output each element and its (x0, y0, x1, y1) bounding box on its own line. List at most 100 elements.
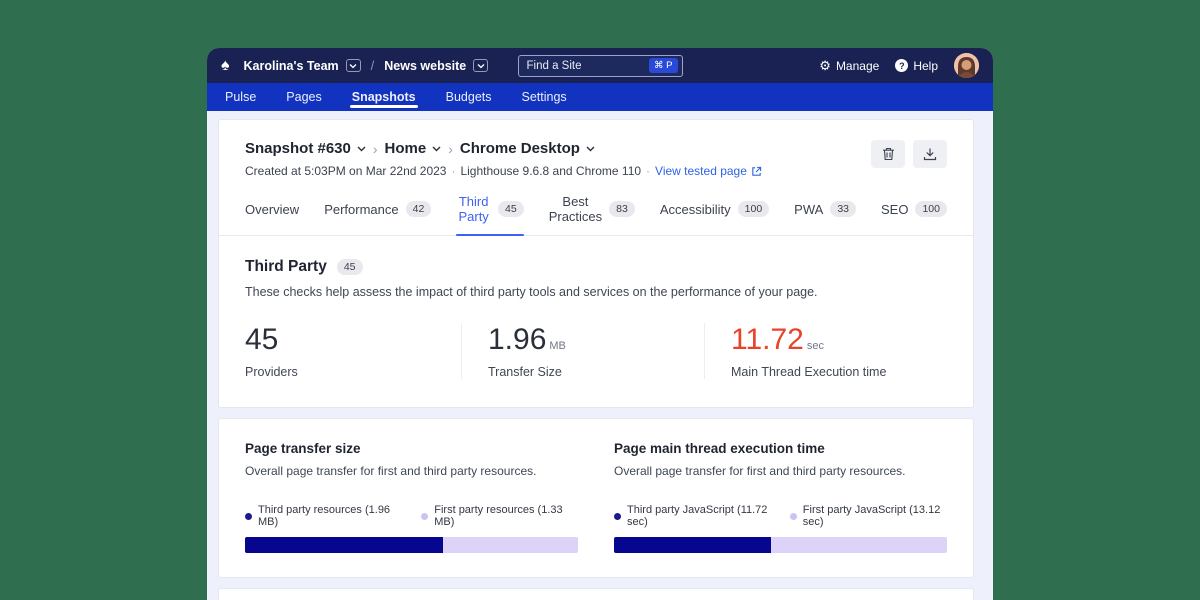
chevron-down-icon (432, 146, 441, 151)
created-text: Created at 5:03PM on Mar 22nd 2023 (245, 164, 447, 178)
team-selector[interactable]: Karolina's Team (244, 59, 361, 73)
legend-label: First party JavaScript (13.12 sec) (802, 504, 941, 528)
chevron-right-icon: › (372, 140, 378, 157)
device-name: Chrome Desktop (459, 140, 580, 157)
legend-dot-third-party (245, 512, 252, 520)
nav-item-budgets[interactable]: Budgets (444, 83, 494, 111)
panel-title: Page main thread execution time (614, 441, 825, 456)
panel-title: Page transfer size (245, 441, 361, 456)
delete-snapshot-button[interactable] (871, 140, 905, 168)
team-name: Karolina's Team (243, 58, 339, 73)
snapshot-actions (871, 140, 947, 168)
legend-dot-first-party (789, 512, 797, 520)
tab-seo[interactable]: SEO 100 (881, 194, 947, 235)
chevron-down-icon (473, 59, 489, 72)
nav-item-pages[interactable]: Pages (284, 83, 323, 111)
manage-button[interactable]: ⚙ Manage (819, 59, 879, 73)
section-title-row: Third Party 45 (245, 258, 947, 276)
site-name: News website (384, 58, 467, 73)
legend-item: Third party JavaScript (11.72 sec) (614, 504, 774, 528)
tab-accessibility[interactable]: Accessibility 100 (659, 194, 770, 235)
tab-pwa[interactable]: PWA 33 (794, 194, 856, 235)
stat-number: 1.96 (488, 323, 547, 356)
stat-value-row: 45 (245, 323, 461, 357)
legend-item: First party resources (1.33 MB) (421, 504, 578, 528)
tab-third-party[interactable]: Third Party 45 (456, 194, 525, 236)
snapshot-card: Snapshot #630 › Home › Chrome Desktop (218, 119, 974, 408)
section-title: Third Party (245, 258, 327, 275)
tab-label: Best Practices (548, 194, 603, 224)
calibre-spade-logo-icon: ♠ (221, 56, 230, 74)
stat-number: 11.72 (731, 323, 804, 356)
stat-unit: sec (806, 340, 824, 352)
tab-label: SEO (881, 201, 909, 217)
top-bar-left: ♠ Karolina's Team / News website (221, 56, 518, 74)
third-party-section: Third Party 45 These checks help assess … (219, 236, 973, 407)
tab-overview[interactable]: Overview (245, 194, 299, 235)
environment-text: Lighthouse 9.6.8 and Chrome 110 (460, 164, 642, 178)
panel-main-thread: Page main thread execution time Overall … (614, 441, 947, 553)
tab-label: Overview (245, 201, 300, 217)
stat-main-thread-time: 11.72 sec Main Thread Execution time (704, 323, 947, 379)
view-tested-page-link[interactable]: View tested page (655, 164, 762, 178)
download-icon (923, 148, 937, 161)
legend: Third party JavaScript (11.72 sec) First… (614, 504, 947, 528)
category-card: Third party transfer size per category A… (218, 588, 974, 600)
stat-label: Providers (245, 365, 298, 379)
first-party-segment (443, 537, 578, 553)
section-score-badge: 45 (336, 258, 363, 276)
chevron-down-icon (357, 146, 366, 151)
tab-label: Third Party (458, 194, 489, 224)
page-name: Home (384, 140, 427, 157)
legend-item: First party JavaScript (13.12 sec) (789, 504, 947, 528)
help-button[interactable]: ? Help (895, 59, 938, 73)
legend-label: Third party JavaScript (11.72 sec) (627, 504, 768, 528)
download-snapshot-button[interactable] (913, 140, 947, 168)
nav-item-pulse[interactable]: Pulse (223, 83, 258, 111)
app-window: ♠ Karolina's Team / News website Find a … (207, 48, 993, 600)
site-selector[interactable]: News website (384, 58, 489, 73)
search-shortcut-badge: ⌘ P (649, 58, 678, 73)
device-dropdown[interactable]: Chrome Desktop (460, 140, 595, 157)
user-avatar[interactable] (954, 53, 979, 78)
manage-label: Manage (835, 58, 880, 73)
help-label: Help (913, 58, 938, 73)
tab-score-badge: 100 (915, 200, 947, 218)
stat-providers: 45 Providers (245, 323, 461, 379)
transfer-size-stacked-bar (245, 537, 578, 553)
legend-dot-first-party (421, 512, 429, 520)
top-bar-right: ⚙ Manage ? Help (683, 53, 979, 78)
tab-score-badge: 45 (498, 200, 524, 218)
tab-score-badge: 83 (609, 200, 635, 218)
tab-best-practices[interactable]: Best Practices 83 (549, 194, 635, 235)
question-mark-icon: ? (895, 59, 909, 72)
panel-description: Overall page transfer for first and thir… (614, 464, 906, 478)
page-dropdown[interactable]: Home (385, 140, 442, 157)
chevron-right-icon: › (448, 140, 453, 157)
external-link-icon (752, 166, 762, 176)
stat-transfer-size: 1.96 MB Transfer Size (461, 323, 704, 379)
tab-performance[interactable]: Performance 42 (324, 194, 432, 235)
panel-transfer-size: Page transfer size Overall page transfer… (245, 441, 578, 553)
tab-score-badge: 42 (405, 200, 432, 218)
trash-icon (882, 147, 894, 161)
snapshot-number-dropdown[interactable]: Snapshot #630 (245, 140, 366, 157)
summary-stats: 45 Providers 1.96 MB Transfer Size 11. (245, 323, 947, 379)
nav-item-settings[interactable]: Settings (520, 83, 569, 111)
stat-unit: MB (549, 340, 566, 352)
search-input[interactable]: Find a Site ⌘ P (517, 54, 683, 77)
tab-label: Accessibility (659, 201, 731, 217)
nav-item-snapshots[interactable]: Snapshots (349, 83, 418, 111)
stat-value-row: 1.96 MB (488, 323, 704, 357)
snapshot-number: Snapshot #630 (245, 140, 351, 157)
legend-dot-third-party (614, 512, 621, 520)
tab-score-badge: 33 (830, 200, 856, 218)
gear-icon: ⚙ (819, 58, 831, 73)
legend-label: First party resources (1.33 MB) (434, 504, 563, 528)
first-party-segment (771, 537, 947, 553)
top-bar: ♠ Karolina's Team / News website Find a … (207, 48, 993, 83)
meta-separator: · (451, 164, 456, 178)
stat-label: Transfer Size (488, 365, 562, 379)
tab-score-badge: 100 (737, 200, 770, 218)
